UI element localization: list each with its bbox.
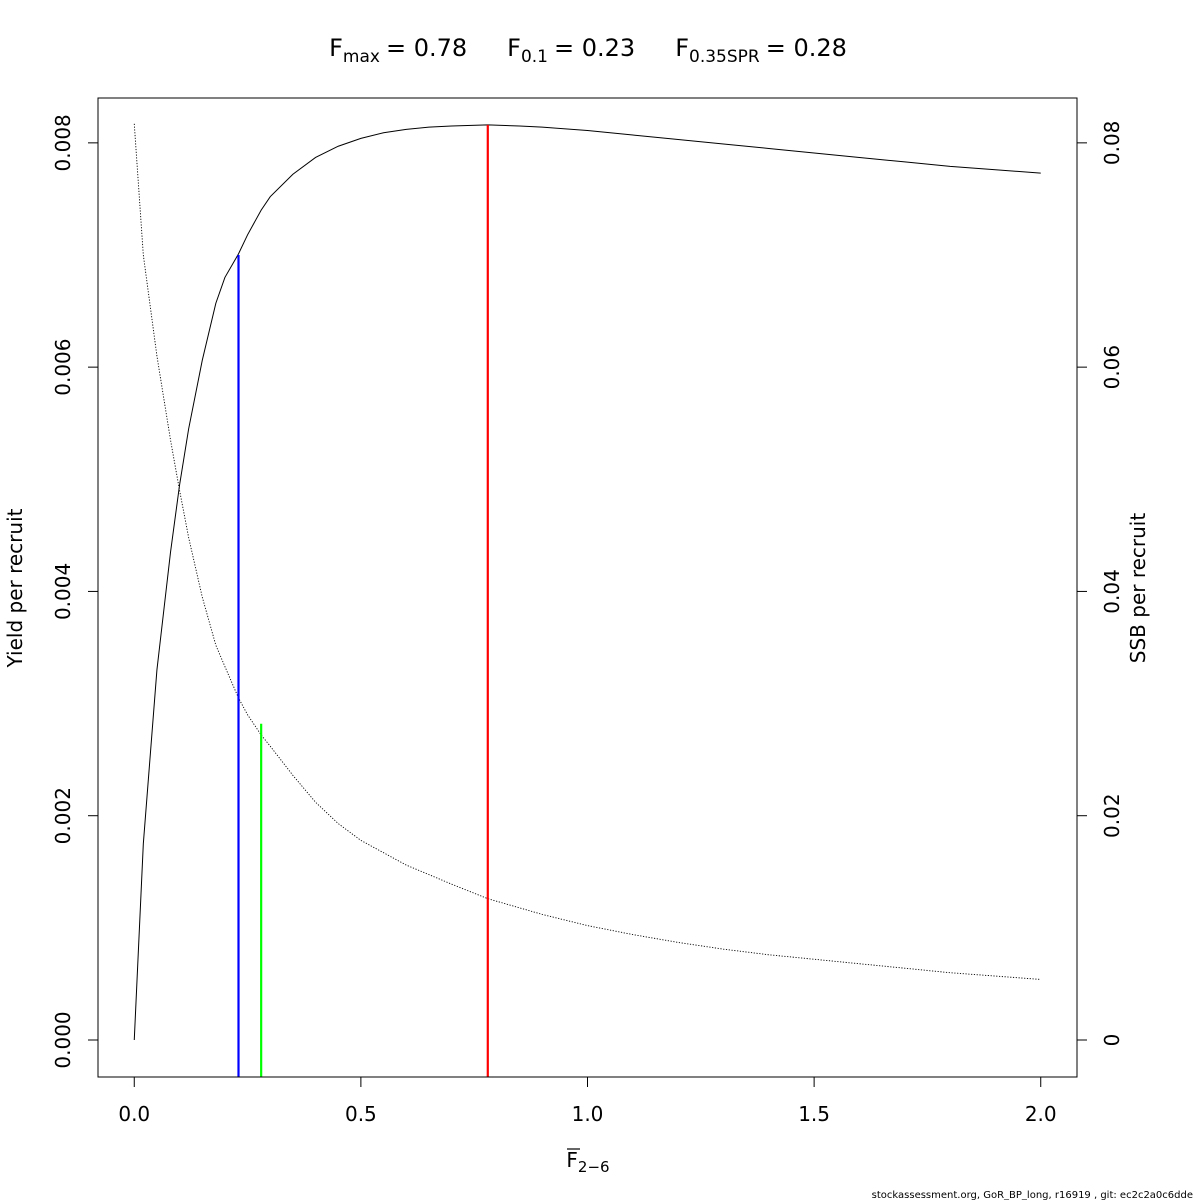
y-axis-right: 0 0.02 0.04 0.06 0.08 xyxy=(1077,121,1124,1047)
y-tick-label-left: 0.004 xyxy=(51,563,75,620)
title-fspr-base: F xyxy=(675,34,689,62)
y-tick-label-left: 0.006 xyxy=(51,339,75,396)
chart-title: Fmax = 0.78 F0.1 = 0.23 F0.35SPR = 0.28 xyxy=(329,34,847,67)
title-fspr-sub: 0.35SPR xyxy=(689,47,760,67)
title-fmax-sub: max xyxy=(343,47,380,67)
y-tick-label-right: 0 xyxy=(1100,1034,1124,1047)
y-tick-label-right: 0.02 xyxy=(1100,793,1124,838)
y-axis-label-left: Yield per recruit xyxy=(3,508,27,668)
x-axis: 0.0 0.5 1.0 1.5 2.0 xyxy=(118,1076,1057,1126)
x-axis-label: F2−6 xyxy=(566,1148,609,1176)
x-tick-label: 0.0 xyxy=(118,1102,150,1126)
y-tick-label-left: 0.000 xyxy=(51,1011,75,1068)
curves xyxy=(133,123,1041,1041)
title-f01-sub: 0.1 xyxy=(521,47,548,67)
x-label-sub: 2−6 xyxy=(578,1158,610,1176)
x-tick-label: 0.5 xyxy=(345,1102,377,1126)
y-axis-left: 0.000 0.002 0.004 0.006 0.008 xyxy=(51,114,98,1069)
title-f01-value: = 0.23 xyxy=(554,34,635,62)
y-axis-label-right: SSB per recruit xyxy=(1126,513,1150,664)
y-tick-label-right: 0.04 xyxy=(1100,569,1124,614)
x-tick-label: 1.5 xyxy=(798,1102,830,1126)
y-tick-label-left: 0.002 xyxy=(51,787,75,844)
x-label-base: F xyxy=(566,1148,578,1172)
x-tick-label: 2.0 xyxy=(1025,1102,1057,1126)
y-tick-label-right: 0.08 xyxy=(1100,121,1124,166)
y-tick-label-right: 0.06 xyxy=(1100,345,1124,390)
title-f01-base: F xyxy=(507,34,521,62)
y-tick-label-left: 0.008 xyxy=(51,114,75,171)
title-fspr-value: = 0.28 xyxy=(766,34,847,62)
title-fmax-value: = 0.78 xyxy=(386,34,467,62)
footer-text: stockassessment.org, GoR_BP_long, r16919… xyxy=(872,1190,1193,1200)
plot-frame xyxy=(97,97,1078,1078)
ssb-per-recruit-line xyxy=(133,123,1041,980)
x-tick-label: 1.0 xyxy=(572,1102,604,1126)
title-fmax-base: F xyxy=(329,34,343,62)
yield-per-recruit-line xyxy=(133,124,1041,1041)
reference-lines xyxy=(237,124,489,1077)
